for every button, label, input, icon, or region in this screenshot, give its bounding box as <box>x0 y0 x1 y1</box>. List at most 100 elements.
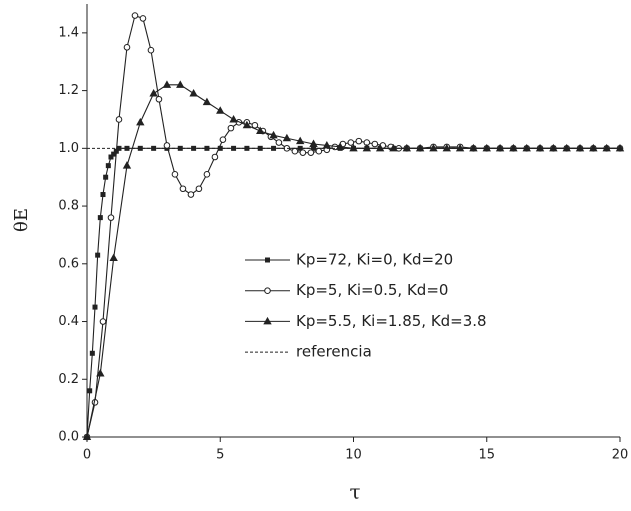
data-point <box>389 143 398 152</box>
data-point <box>482 143 491 152</box>
data-point <box>105 163 111 169</box>
x-tick-label: 0 <box>83 448 91 463</box>
data-point <box>103 174 109 180</box>
data-point <box>162 80 172 88</box>
data-point <box>211 153 219 161</box>
data-point <box>227 124 235 132</box>
data-point <box>89 350 95 356</box>
data-point <box>107 214 115 221</box>
x-tick-label: 10 <box>345 448 362 463</box>
data-point <box>217 145 223 151</box>
data-point <box>242 120 252 129</box>
data-point <box>122 161 132 169</box>
data-point <box>100 192 106 198</box>
data-point <box>442 143 451 152</box>
data-point <box>495 143 505 152</box>
x-tick-label: 15 <box>478 448 495 463</box>
y-tick-label: 0.8 <box>58 199 79 214</box>
data-point <box>297 145 303 151</box>
y-tick-label: 1.2 <box>58 83 79 98</box>
data-point <box>589 143 598 152</box>
data-point <box>549 143 558 152</box>
data-point <box>309 139 318 148</box>
data-point <box>87 388 93 394</box>
data-point <box>256 126 265 135</box>
y-tick-label: 1.4 <box>58 25 79 40</box>
data-point <box>124 145 130 151</box>
y-tick-label: 1.0 <box>58 141 79 156</box>
legend-marker <box>264 287 271 295</box>
y-tick-label: 0.0 <box>58 430 79 445</box>
data-point <box>115 116 123 123</box>
data-point <box>204 145 210 151</box>
data-point <box>402 143 411 152</box>
data-point <box>219 136 227 143</box>
data-point <box>469 143 478 152</box>
data-point <box>282 133 292 142</box>
data-point <box>95 252 101 258</box>
y-axis-label: θE <box>11 208 32 232</box>
data-point <box>195 185 203 193</box>
data-point <box>123 44 131 51</box>
data-point <box>171 171 179 178</box>
data-point <box>147 46 155 54</box>
data-point <box>291 147 299 155</box>
data-point <box>108 154 114 160</box>
data-point <box>562 143 571 152</box>
x-tick-label: 5 <box>216 448 224 463</box>
data-point <box>203 171 211 178</box>
data-point <box>139 15 147 22</box>
data-point <box>109 253 118 262</box>
data-point <box>189 88 198 97</box>
data-point <box>155 95 163 103</box>
data-point <box>322 140 332 149</box>
data-point <box>371 140 379 148</box>
y-tick-label: 0.4 <box>58 314 79 329</box>
legend-label: Kp=5.5, Ki=1.85, Kd=3.8 <box>296 312 487 330</box>
y-tick-label: 0.6 <box>58 256 79 271</box>
legend-marker <box>265 257 270 263</box>
data-point <box>92 304 98 310</box>
data-point <box>176 80 185 88</box>
data-point <box>149 88 158 97</box>
data-point <box>522 143 531 152</box>
data-point <box>229 114 238 123</box>
data-point <box>216 106 225 114</box>
data-point <box>509 143 518 152</box>
data-point <box>187 191 195 198</box>
data-point <box>615 143 625 152</box>
data-point <box>362 143 372 152</box>
x-axis-label: τ <box>349 480 360 504</box>
data-point <box>163 142 171 149</box>
data-point <box>136 117 145 126</box>
legend-label: Kp=72, Ki=0, Kd=20 <box>296 251 453 269</box>
data-point <box>315 147 323 155</box>
data-point <box>82 432 92 440</box>
data-point <box>137 145 143 151</box>
legend-marker <box>263 316 272 325</box>
data-point <box>415 143 425 152</box>
data-point <box>275 139 283 146</box>
data-point <box>602 143 611 152</box>
data-point <box>375 143 385 152</box>
legend-label: Kp=5, Ki=0.5, Kd=0 <box>296 281 448 299</box>
y-tick-label: 0.2 <box>58 372 79 387</box>
data-point <box>131 12 139 19</box>
data-point <box>257 145 263 151</box>
data-point <box>179 185 187 193</box>
data-point <box>347 139 355 146</box>
data-point <box>307 149 315 156</box>
data-point <box>96 368 105 377</box>
data-point <box>97 215 103 221</box>
data-point <box>575 143 585 152</box>
data-point <box>251 121 259 129</box>
data-point <box>296 136 305 145</box>
data-point <box>299 149 307 156</box>
legend-label: referencia <box>296 343 372 361</box>
series-line <box>86 14 620 438</box>
data-point <box>535 143 545 152</box>
data-point <box>355 137 363 145</box>
data-point <box>455 143 465 152</box>
data-point <box>244 145 250 151</box>
